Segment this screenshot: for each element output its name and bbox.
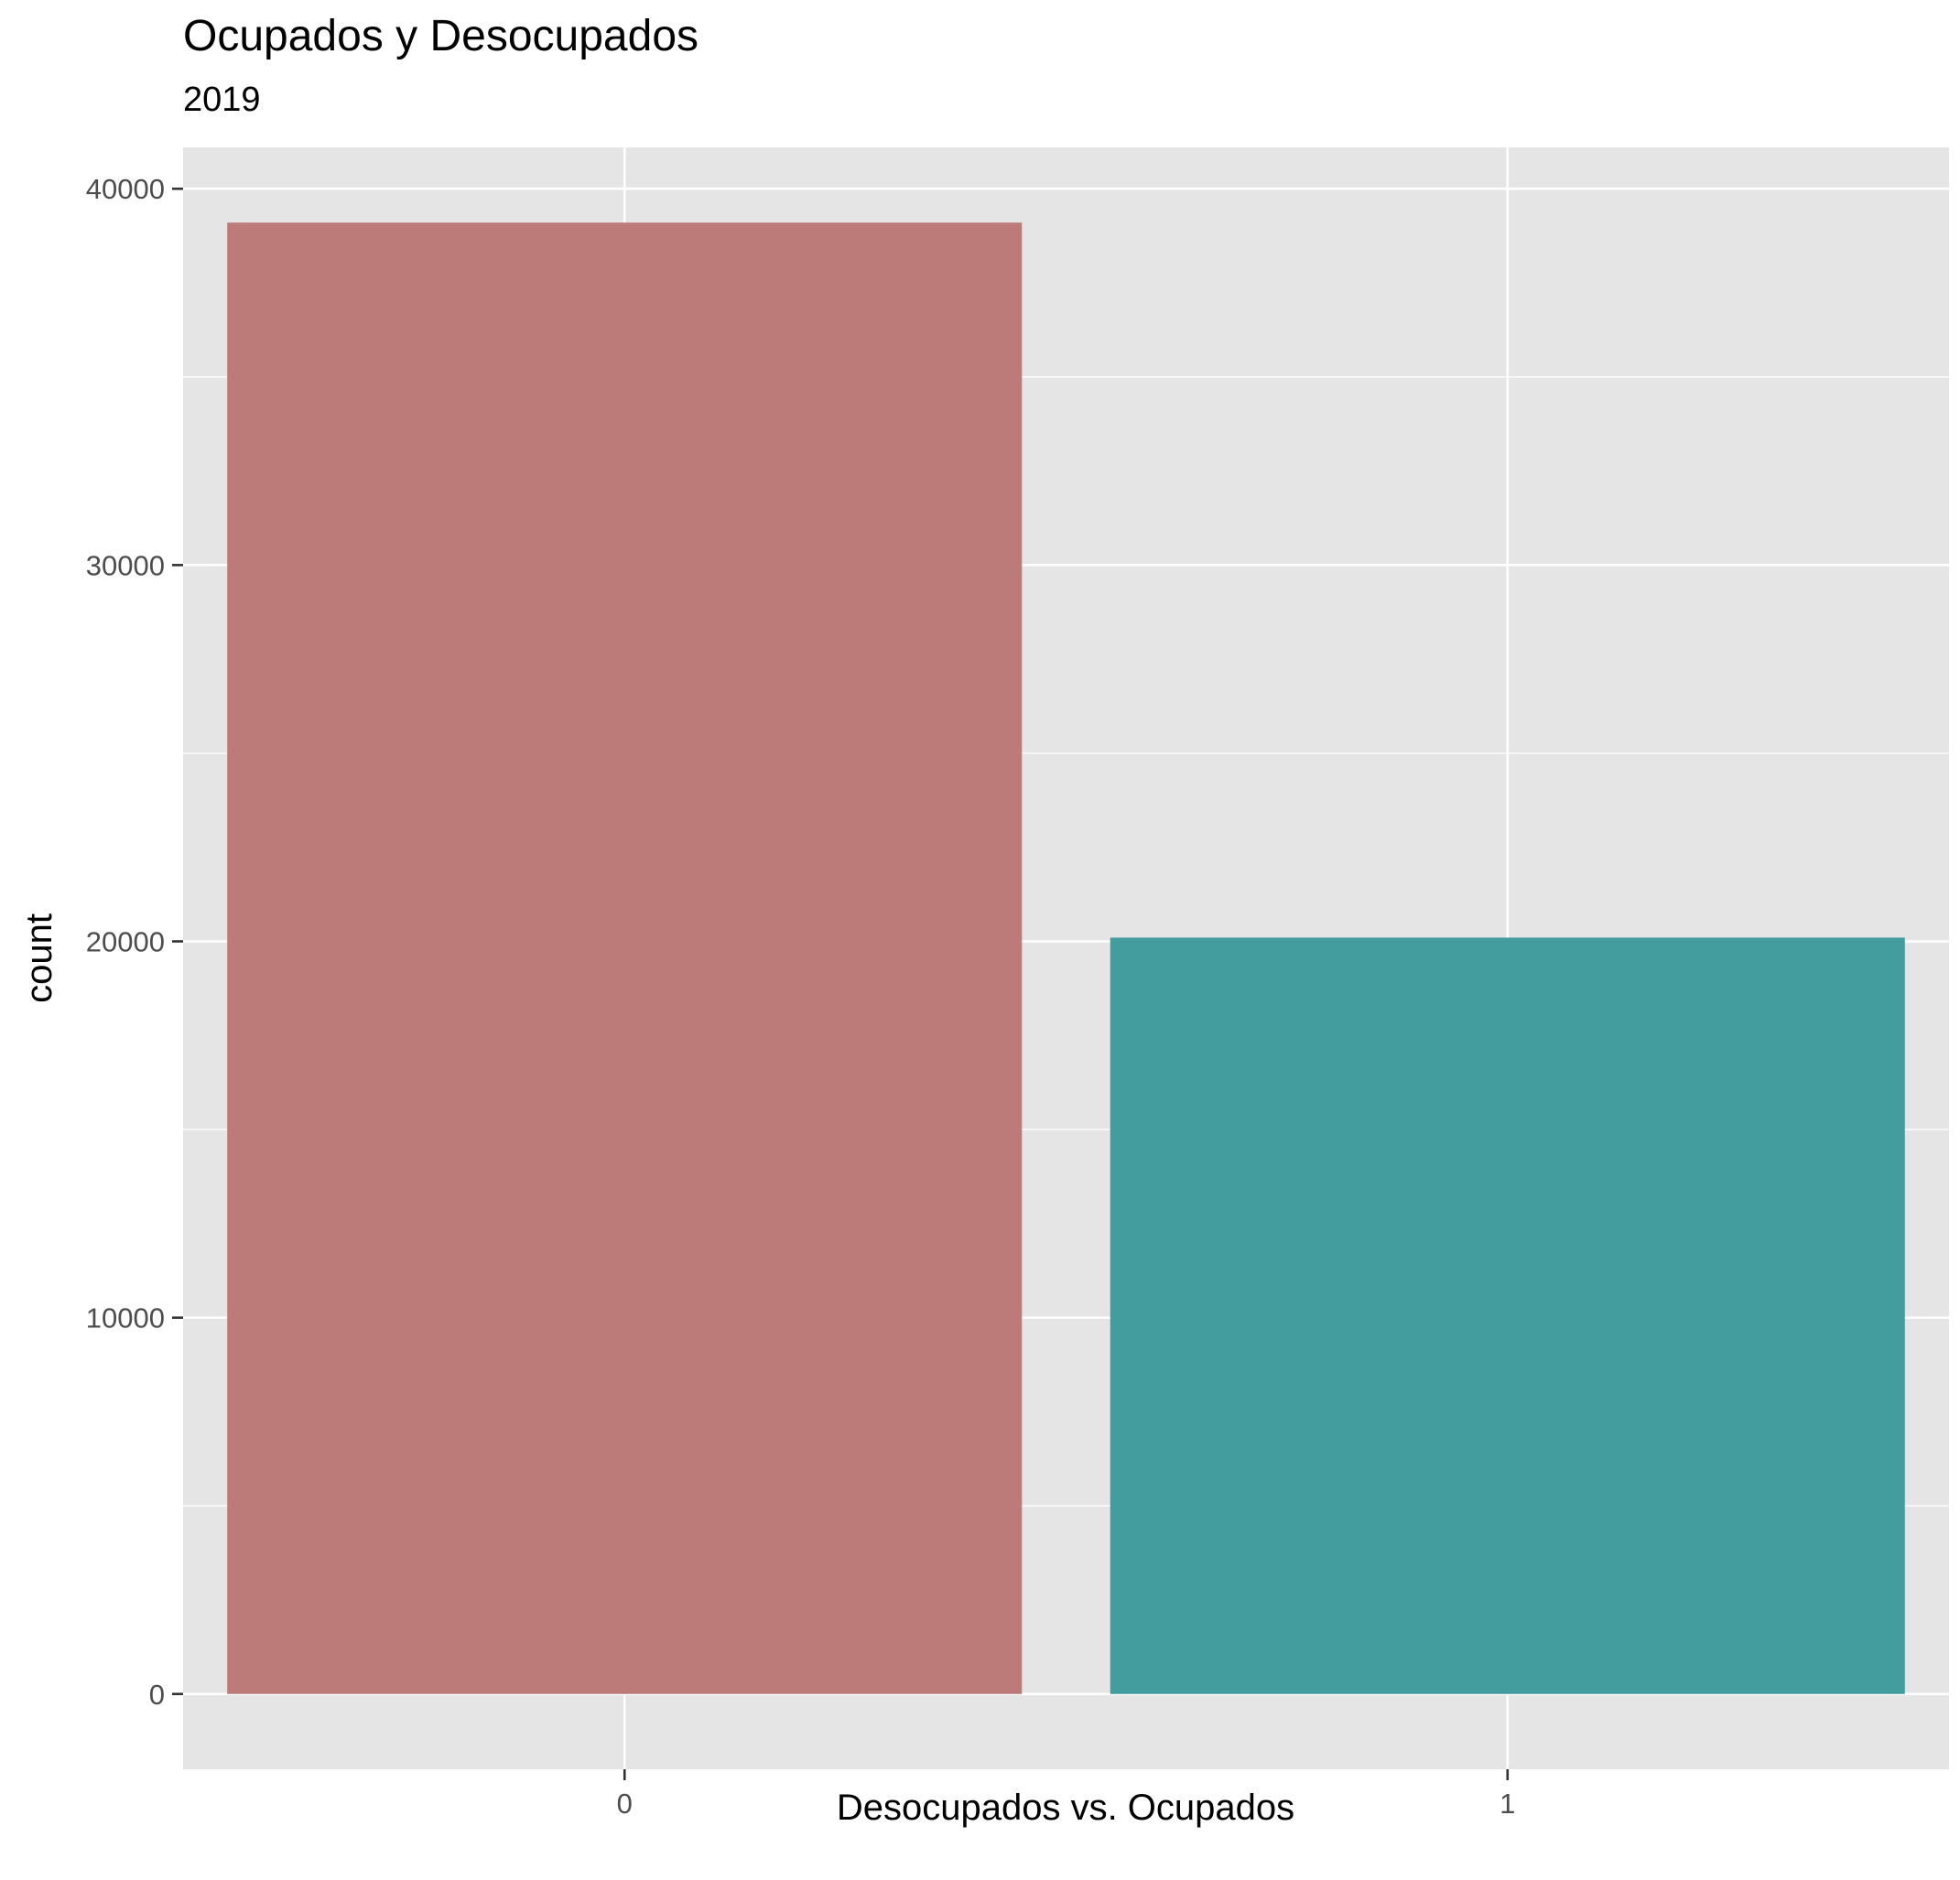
chart-subtitle: 2019 [183, 81, 261, 119]
y-tick-label: 20000 [86, 925, 165, 957]
y-tick-label: 40000 [86, 173, 165, 205]
x-tick-label: 0 [617, 1788, 633, 1820]
bar-0 [227, 222, 1023, 1694]
y-axis-label: count [19, 913, 60, 1003]
y-tick-label: 10000 [86, 1302, 165, 1334]
chart-title: Ocupados y Desocupados [183, 12, 699, 60]
x-tick-label: 1 [1500, 1788, 1515, 1820]
y-tick-label: 30000 [86, 549, 165, 581]
bar-1 [1110, 937, 1905, 1694]
y-tick-label: 0 [149, 1679, 165, 1711]
y-axis: 0 10000 20000 30000 40000 [86, 173, 183, 1711]
bars [227, 222, 1905, 1694]
x-axis-label: Desocupados vs. Ocupados [837, 1788, 1294, 1828]
